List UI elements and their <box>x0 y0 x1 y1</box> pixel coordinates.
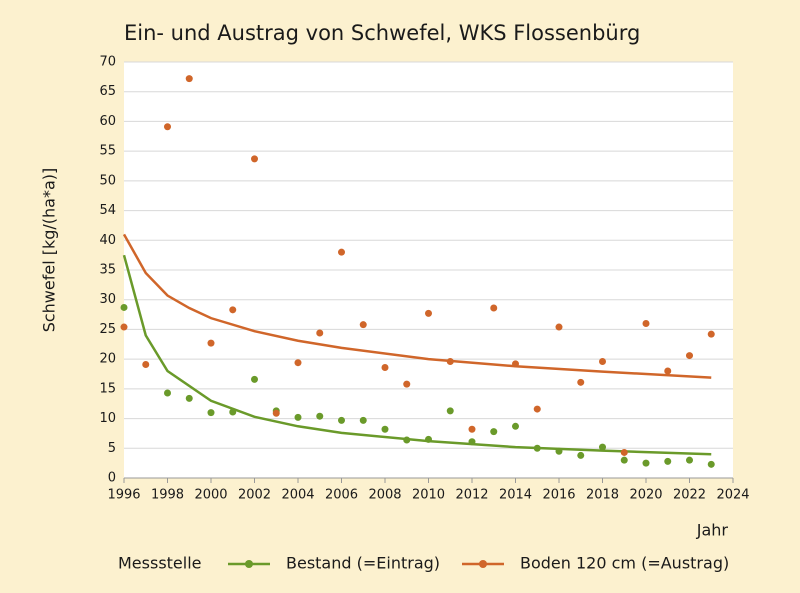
data-point <box>164 389 171 397</box>
x-axis-label: Jahr <box>696 521 729 540</box>
y-tick-label: 70 <box>99 55 116 70</box>
data-point <box>642 459 650 467</box>
data-point <box>359 321 367 329</box>
data-point <box>316 412 324 420</box>
data-point <box>294 413 302 421</box>
y-tick-label: 50 <box>99 173 116 188</box>
data-point <box>664 457 672 465</box>
data-point <box>272 409 280 417</box>
y-tick-label: 35 <box>99 263 116 278</box>
x-tick-label: 1996 <box>107 488 140 503</box>
x-tick-label: 2002 <box>238 488 271 503</box>
y-tick-label: 20 <box>99 352 116 367</box>
data-point <box>533 444 541 452</box>
data-point <box>599 358 606 366</box>
data-point <box>490 428 498 436</box>
trend-line <box>122 254 712 456</box>
data-point <box>229 306 237 314</box>
data-point <box>707 330 715 338</box>
data-point <box>381 425 389 433</box>
data-point <box>207 339 215 347</box>
data-point <box>403 436 411 444</box>
x-tick-label: 2010 <box>412 488 445 503</box>
data-point <box>707 460 715 468</box>
data-point <box>446 407 454 415</box>
x-tick-label: 2022 <box>673 488 706 503</box>
legend-label: Boden 120 cm (=Austrag) <box>520 554 729 573</box>
x-tick-label: 2008 <box>368 488 401 503</box>
data-point <box>446 358 454 366</box>
data-point <box>686 352 693 360</box>
chart-title: Ein- und Austrag von Schwefel, WKS Floss… <box>124 21 640 45</box>
data-point <box>120 323 128 331</box>
legend-title: Messstelle <box>118 554 202 573</box>
x-tick-label: 2016 <box>542 488 575 503</box>
data-point <box>642 319 650 327</box>
x-tick-label: 2018 <box>586 488 619 503</box>
legend-marker <box>245 560 253 568</box>
y-tick-label: 54 <box>99 203 116 218</box>
data-point <box>185 75 193 83</box>
y-tick-label: 60 <box>99 114 116 129</box>
data-point <box>164 123 171 131</box>
data-point <box>555 447 563 455</box>
data-point <box>555 323 563 331</box>
x-tick-label: 2014 <box>499 488 532 503</box>
data-point <box>294 359 302 367</box>
y-tick-label: 30 <box>99 292 116 307</box>
y-tick-label: 10 <box>99 411 116 426</box>
data-point <box>316 329 324 337</box>
data-point <box>207 409 215 417</box>
data-point <box>599 443 606 451</box>
data-point <box>142 360 150 368</box>
data-point <box>533 405 541 413</box>
data-point <box>468 425 476 433</box>
data-point <box>577 451 585 459</box>
y-axis-label: Schwefel [kg/(ha*a)] <box>40 168 59 333</box>
data-point <box>381 363 389 371</box>
data-point <box>577 378 585 386</box>
data-point <box>338 416 345 424</box>
data-point <box>425 309 432 317</box>
data-point <box>359 416 367 424</box>
y-tick-label: 40 <box>99 233 116 248</box>
data-point <box>512 360 519 368</box>
y-tick-label: 65 <box>99 84 116 99</box>
data-point <box>425 435 432 443</box>
data-point <box>185 394 193 402</box>
x-tick-label: 2006 <box>325 488 358 503</box>
data-point <box>620 448 628 456</box>
legend-label: Bestand (=Eintrag) <box>286 554 440 573</box>
data-point <box>251 375 258 383</box>
x-tick-label: 2000 <box>194 488 227 503</box>
data-point <box>338 248 345 256</box>
y-tick-label: 5 <box>108 441 116 456</box>
x-tick-label: 2020 <box>629 488 662 503</box>
data-point <box>620 456 628 464</box>
data-point <box>229 408 237 416</box>
y-tick-label: 0 <box>108 471 116 486</box>
data-point <box>120 303 128 311</box>
x-tick-label: 2024 <box>716 488 749 503</box>
data-point <box>664 367 672 375</box>
data-point <box>686 456 693 464</box>
data-point <box>251 155 258 163</box>
x-tick-label: 1998 <box>151 488 184 503</box>
y-tick-label: 25 <box>99 322 116 337</box>
y-tick-label: 55 <box>99 144 116 159</box>
data-point <box>512 422 519 430</box>
x-tick-label: 2012 <box>455 488 488 503</box>
trend-line <box>122 233 712 379</box>
data-point <box>403 380 411 388</box>
data-point <box>468 438 476 446</box>
y-tick-label: 15 <box>99 381 116 396</box>
legend-marker <box>479 560 487 568</box>
data-point <box>490 304 498 312</box>
x-tick-label: 2004 <box>281 488 314 503</box>
